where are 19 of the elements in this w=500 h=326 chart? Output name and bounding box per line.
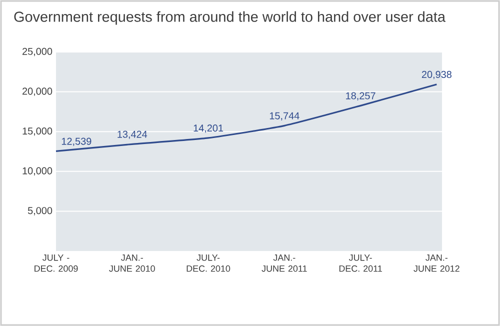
y-tick-label: 15,000: [22, 127, 52, 136]
data-label: 14,201: [194, 124, 224, 133]
x-tick-label: JAN.- JUNE 2010: [109, 254, 155, 272]
chart-title: Government requests from around the world to hand over user data: [14, 11, 446, 25]
y-tick-label: 20,000: [22, 88, 52, 96]
y-tick-label: 10,000: [22, 167, 52, 176]
data-label: 18,257: [346, 92, 376, 100]
line-series: [55, 84, 438, 152]
data-label: 20,938: [422, 70, 452, 80]
y-tick-label: 5,000: [28, 207, 52, 216]
x-tick-label: JULY - DEC. 2009: [34, 254, 78, 272]
data-label: 12,539: [62, 138, 92, 146]
data-label: 13,424: [118, 130, 148, 139]
y-tick-label: 25,000: [22, 48, 52, 56]
x-tick-label: JAN.- JUNE 2012: [414, 254, 460, 272]
x-tick-label: JULY- DEC. 2011: [339, 254, 382, 272]
x-tick-label: JAN.- JUNE 2011: [262, 254, 307, 272]
data-label: 15,744: [270, 112, 300, 121]
x-tick-label: JULY- DEC. 2010: [186, 254, 230, 272]
